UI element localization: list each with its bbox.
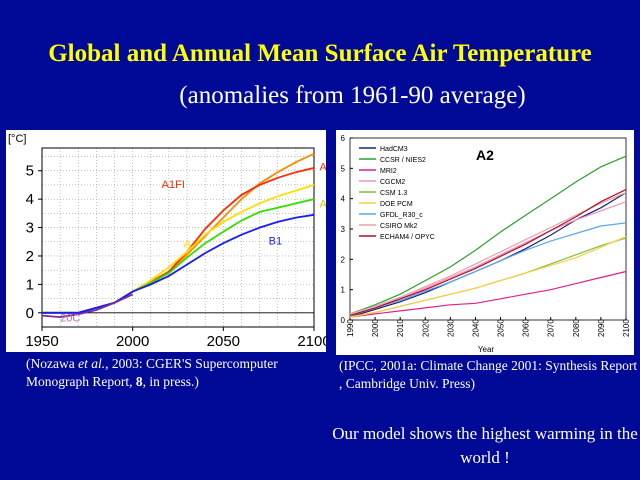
y-tick-label: 0	[341, 316, 346, 325]
y-tick-label: 2	[341, 255, 346, 264]
caption-text: , 2003: CGER'S Supercomputer Monograph R…	[26, 356, 278, 389]
caption-text: (Nozawa	[26, 356, 79, 371]
left-chart-panel: 1950 2000 2050 2100 0 1 2 3 4 5 [°C] A2 A1FI A1T B1 A 20…	[6, 130, 340, 352]
legend-label: CSM 1.3	[380, 190, 407, 197]
x-tick-label: 2090	[597, 319, 606, 337]
y-tick-label: 4	[341, 195, 346, 204]
caption-volume: 8	[135, 374, 143, 389]
slide-subtitle: (anomalies from 1961-90 average)	[179, 82, 526, 109]
left-caption: (Nozawa et al., 2003: CGER'S Supercomput…	[26, 355, 336, 391]
x-tick-label: 2100	[297, 333, 326, 350]
y-tick-label: 3	[26, 220, 34, 237]
x-tick-label: 2000	[371, 319, 380, 337]
series-line	[349, 155, 627, 315]
legend-label: GFDL_R30_c	[380, 212, 423, 219]
x-tick-label: 1990	[346, 319, 355, 337]
legend-label: HadCM3	[380, 146, 408, 153]
series-line	[41, 293, 134, 319]
right-chart-panel: 0 1 2 3 4 5 6 1990 2000 2010 2020 2030 2040 2050 2060 2…	[336, 130, 634, 355]
series-line	[349, 189, 627, 316]
y-tick-label: 5	[341, 164, 346, 173]
series-label: A2	[319, 162, 326, 174]
x-axis-label: Year	[478, 345, 495, 354]
series-line	[349, 270, 627, 318]
y-tick-label: 5	[26, 163, 34, 180]
slide-title: Global and Annual Mean Surface Air Tempe…	[48, 40, 592, 67]
legend-label: CCSR / NIES2	[380, 157, 426, 164]
series-line	[349, 192, 627, 315]
y-tick-label: 6	[341, 134, 346, 143]
series-line	[349, 222, 627, 316]
x-tick-label: 2100	[622, 319, 631, 337]
series-label: A	[183, 238, 191, 250]
series-line	[42, 152, 315, 314]
series-line	[349, 237, 627, 318]
chart-title: A2	[476, 147, 494, 163]
x-tick-label: 2010	[396, 319, 405, 337]
x-tick-label: 2000	[116, 333, 149, 350]
x-tick-label: 2070	[547, 319, 556, 337]
legend-label: ECHAM4 / OPYC	[380, 234, 435, 241]
y-tick-label: 1	[341, 286, 346, 295]
x-tick-label: 2040	[471, 319, 480, 337]
x-tick-label: 2020	[421, 319, 430, 337]
y-tick-label: 2	[26, 248, 34, 265]
series-label: A1FI	[162, 179, 185, 191]
plot-frame	[41, 147, 315, 328]
series-label: 20C	[60, 312, 80, 324]
legend-label: DOE PCM	[380, 201, 413, 208]
y-tick-label: 3	[341, 225, 346, 234]
right-chart: 0 1 2 3 4 5 6 1990 2000 2010 2020 2030 2040 2050 2060 2…	[341, 134, 631, 354]
x-tick-label: 2060	[522, 319, 531, 337]
y-tick-label: 1	[26, 276, 34, 293]
series-line	[349, 236, 627, 318]
y-tick-label: 4	[26, 191, 34, 208]
series-label: B1	[269, 236, 282, 248]
legend-label: CGCM2	[380, 179, 405, 186]
x-tick-label: 2050	[497, 319, 506, 337]
series-line	[42, 184, 315, 314]
x-tick-label: 2080	[572, 319, 581, 337]
conclusion-text: Our model shows the highest warming in t…	[332, 424, 638, 467]
left-chart: 1950 2000 2050 2100 0 1 2 3 4 5 [°C] A2 A1FI A1T B1 A 20…	[8, 133, 340, 350]
legend-label: CSIRO Mk2	[380, 223, 417, 230]
caption-text: , in press.)	[142, 374, 199, 389]
x-tick-label: 1950	[25, 333, 58, 350]
y-tick-label: 0	[26, 305, 34, 322]
caption-et-al: et al.	[78, 356, 106, 371]
x-tick-label: 2030	[446, 319, 455, 337]
series-label: A1T	[319, 199, 326, 211]
x-tick-label: 2050	[207, 333, 240, 350]
right-caption: (IPCC, 2001a: Climate Change 2001: Synth…	[339, 358, 638, 391]
y-axis-label: [°C]	[8, 133, 26, 145]
legend-label: MRI2	[380, 168, 397, 175]
